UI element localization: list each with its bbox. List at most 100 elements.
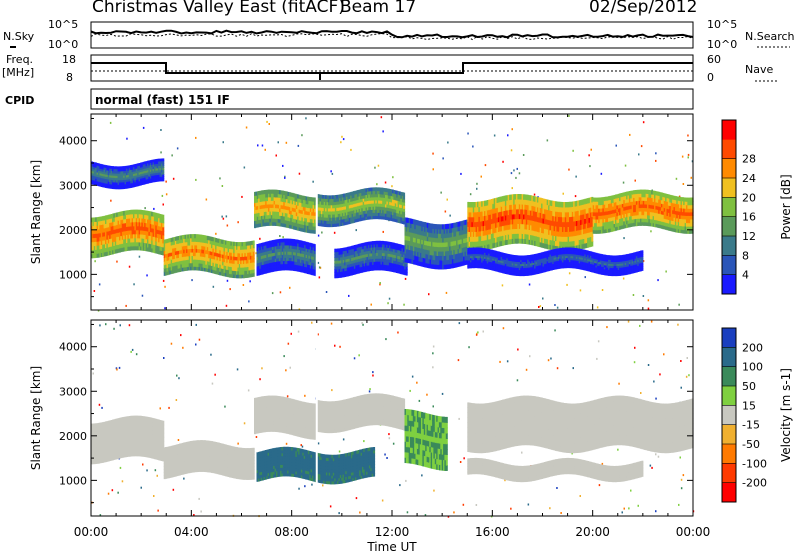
echo-cell [128,174,131,178]
echo-cell [281,208,284,213]
scatter-cell [542,297,544,300]
echo-cell [197,266,200,271]
echo-cell [141,173,144,177]
echo-cell [256,262,259,267]
echo-cell [242,266,245,272]
echo-cell [102,220,105,225]
echo-cell [92,179,95,183]
echo-cell [159,234,162,239]
echo-cell [194,252,197,257]
echo-cell [301,227,304,232]
scatter-cell [622,277,625,280]
echo-cell [261,211,263,216]
echo-cell [131,173,134,177]
echo-cell [309,258,312,263]
echo-cell [284,257,287,262]
echo-cell [147,218,149,224]
echo-cell [264,251,267,255]
echo-cell [268,214,270,219]
echo-cell [330,220,333,225]
scatter-cell [225,215,228,218]
scatter-cell [330,170,332,173]
echo-cell [127,226,130,231]
echo-cell [147,226,149,232]
echo-cell [110,179,113,183]
echo-cell [311,271,314,276]
echo-cell [166,267,169,272]
echo-cell [281,254,284,259]
echo-cell [244,259,247,264]
echo-cell [99,174,102,178]
echo-cell [138,167,141,171]
echo-cell [137,170,140,173]
echo-cell [293,267,295,271]
echo-cell [96,249,99,254]
echo-cell [99,224,102,230]
echo-cell [147,174,149,177]
echo-cell [302,203,305,208]
echo-cell [116,240,119,246]
echo-cell [147,214,149,220]
echo-cell [102,164,105,168]
echo-cell [117,175,120,179]
echo-cell [224,244,227,249]
echo-cell [204,249,206,254]
echo-cell [99,232,102,238]
echo-cell [269,207,272,212]
echo-cell [308,242,311,247]
echo-cell [229,241,231,246]
echo-cell [169,259,172,264]
echo-cell [231,263,234,268]
echo-cell [240,267,243,272]
echo-cell [160,158,163,162]
echo-cell [114,181,117,185]
echo-cell [95,178,98,182]
echo-cell [287,257,290,262]
echo-cell [297,198,300,203]
echo-cell [283,248,286,252]
echo-cell [151,239,154,245]
echo-cell [294,242,297,247]
echo-cell [264,260,267,265]
echo-cell [308,196,311,202]
echo-cell [93,249,96,255]
echo-cell [167,242,170,247]
chart-title: Christmas Valley East (fitACF) [92,0,345,17]
echo-cell [194,237,197,242]
echo-cell [278,254,281,259]
echo-cell [295,194,298,199]
echo-cell [320,197,323,202]
scatter-cell [449,214,451,217]
echo-cell [162,214,165,220]
echo-cell [103,231,106,237]
echo-cell [341,206,344,211]
echo-cell [162,246,165,252]
echo-cell [217,256,220,261]
echo-cell [158,241,161,247]
echo-cell [142,166,145,170]
echo-cell [287,213,290,218]
echo-cell [123,226,126,232]
echo-cell [332,198,335,203]
scatter-cell [165,193,168,196]
echo-cell [226,244,229,249]
echo-cell [96,171,99,175]
echo-cell [259,265,262,269]
echo-cell [280,194,283,199]
echo-cell [220,239,223,244]
echo-cell [220,268,223,273]
echo-cell [277,214,280,220]
echo-cell [245,241,248,246]
scatter-cell [690,176,692,179]
echo-cell [371,190,374,195]
echo-cell [102,168,105,172]
echo-cell [172,241,175,246]
echo-cell [183,234,186,240]
echo-cell [106,227,109,232]
echo-cell [179,242,181,247]
echo-cell [255,209,258,214]
echo-cell [318,222,321,227]
echo-cell [141,210,144,215]
echo-cell [354,206,357,211]
scatter-cell [632,294,635,296]
